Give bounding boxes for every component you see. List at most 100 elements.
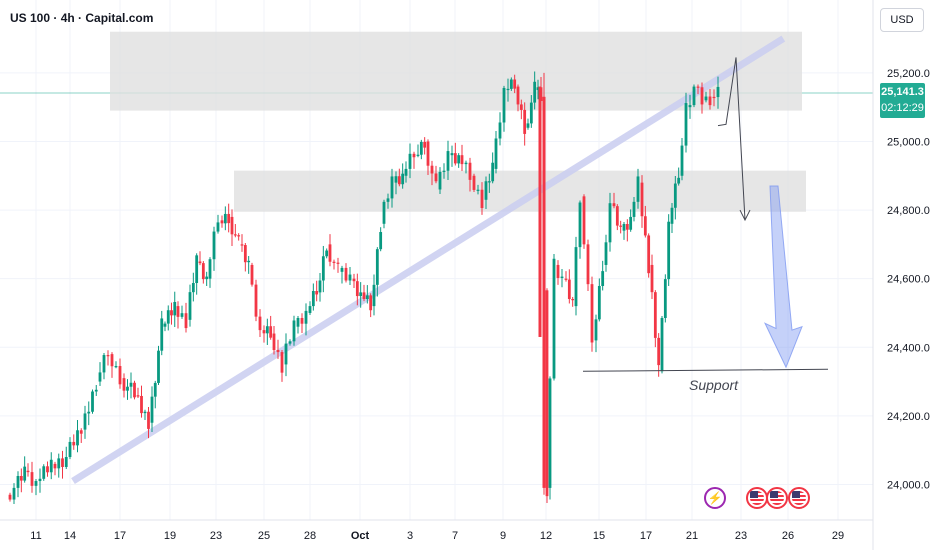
- earnings-bolt-icon[interactable]: ⚡: [704, 487, 726, 509]
- time-tick-label: 23: [735, 530, 747, 542]
- candle-body: [523, 109, 527, 134]
- candle-body: [243, 245, 247, 263]
- candle-body: [404, 168, 408, 176]
- candle-body: [397, 176, 401, 185]
- candle-body: [94, 389, 98, 392]
- candle-body: [254, 284, 258, 317]
- candle-body: [434, 173, 438, 182]
- candle-body: [198, 261, 202, 264]
- projection-arrowhead: [739, 209, 751, 222]
- us-flag-event-icon[interactable]: [766, 487, 788, 509]
- candle-body: [369, 295, 373, 311]
- candle-body: [647, 235, 651, 274]
- candle-body: [386, 198, 390, 202]
- candle-body: [321, 256, 325, 281]
- candle-body: [129, 382, 133, 387]
- candle-body: [250, 264, 254, 285]
- candle-body: [173, 301, 177, 316]
- currency-button[interactable]: USD: [880, 8, 924, 32]
- candle-body: [390, 176, 394, 199]
- candle-body: [38, 478, 42, 482]
- candle-body: [163, 323, 167, 327]
- candle-body: [258, 316, 262, 331]
- candle-body: [643, 216, 647, 236]
- last-price-tag: 25,141.3 02:12:29: [880, 83, 925, 118]
- candle-body: [615, 206, 619, 226]
- candle-body: [147, 411, 150, 429]
- candle-body: [365, 295, 369, 300]
- candle-body: [98, 372, 102, 382]
- price-tick-label: 25,000.0: [887, 136, 930, 148]
- candle-body: [220, 220, 224, 224]
- candle-body: [491, 162, 495, 182]
- candle-body: [487, 181, 491, 183]
- candle-body: [359, 292, 363, 297]
- candle-body: [590, 284, 594, 343]
- price-tick-label: 24,800.0: [887, 205, 930, 217]
- candle-body: [328, 244, 332, 262]
- candle-body: [8, 494, 12, 500]
- candle-body: [216, 222, 220, 232]
- candle-body: [423, 141, 427, 148]
- candle-body: [304, 310, 308, 324]
- price-tick-label: 25,200.0: [887, 68, 930, 80]
- time-tick-label: 17: [114, 530, 126, 542]
- candle-body: [269, 326, 273, 338]
- candle-body: [315, 291, 319, 295]
- us-flag-event-icon[interactable]: [788, 487, 810, 509]
- candle-body: [574, 247, 578, 307]
- candle-body: [538, 86, 542, 337]
- candle-body: [57, 458, 61, 469]
- candle-body: [91, 391, 94, 412]
- candle-body: [153, 382, 157, 397]
- time-tick-label: 26: [782, 530, 794, 542]
- candle-body: [87, 411, 91, 414]
- candle-body: [446, 151, 450, 171]
- candle-body: [284, 343, 288, 365]
- candle-body: [122, 378, 126, 391]
- candle-body: [419, 141, 423, 155]
- candle-body: [657, 337, 661, 366]
- candle-body: [223, 213, 227, 224]
- candle-body: [188, 292, 192, 320]
- candle-body: [608, 203, 612, 243]
- candle-body: [578, 202, 582, 248]
- candle-body: [332, 261, 336, 263]
- candle-body: [336, 262, 340, 264]
- candle-body: [516, 86, 520, 105]
- us-flag-event-icon[interactable]: [746, 487, 768, 509]
- candle-body: [191, 283, 195, 293]
- candle-body: [296, 317, 300, 327]
- candle-body: [64, 457, 68, 467]
- candle-body: [19, 476, 23, 481]
- candle-body: [653, 292, 657, 338]
- candle-body: [212, 231, 216, 260]
- drawings[interactable]: [582, 57, 829, 372]
- candle-body: [632, 201, 636, 217]
- symbol-title[interactable]: US 100 · 4h · Capital.com: [10, 11, 154, 25]
- candle-body: [629, 216, 633, 230]
- candle-body: [509, 79, 513, 89]
- candle-body: [394, 176, 398, 183]
- candle-body: [468, 162, 472, 180]
- candle-body: [382, 201, 386, 224]
- candle-body: [457, 155, 461, 164]
- candle-body: [564, 278, 568, 280]
- candle-body: [276, 350, 280, 353]
- candle-body: [619, 225, 623, 227]
- candle-body: [201, 263, 205, 280]
- support-line: [582, 368, 829, 372]
- candle-body: [716, 86, 720, 98]
- candle-body: [548, 378, 552, 488]
- candle-body: [416, 154, 420, 156]
- candle-body: [68, 441, 72, 458]
- trendline[interactable]: [71, 35, 786, 485]
- candle-body: [362, 292, 366, 300]
- candle-body: [586, 244, 590, 285]
- candle-body: [110, 354, 114, 367]
- candles: [8, 71, 720, 505]
- time-tick-label: Oct: [351, 530, 370, 542]
- time-tick-label: 28: [304, 530, 316, 542]
- candle-body: [300, 317, 304, 324]
